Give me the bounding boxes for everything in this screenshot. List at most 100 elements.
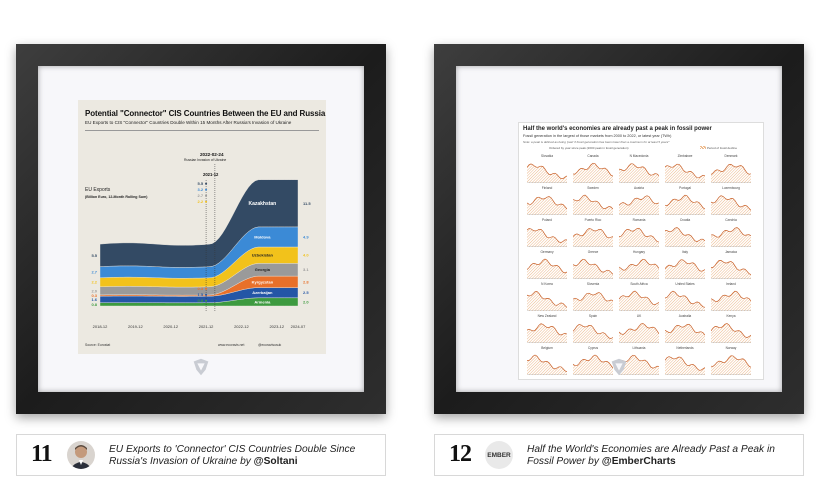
- mini-chart-country: South Africa: [630, 282, 648, 286]
- marker-dot: [205, 299, 208, 302]
- mini-chart-country: Norway: [725, 346, 737, 350]
- caption-card-12[interactable]: 12 EMBER Half the World's Economies are …: [434, 434, 804, 476]
- marker-dot: [205, 200, 208, 203]
- right-value-label: 4.9: [303, 234, 309, 239]
- mini-area-chart: [665, 356, 705, 375]
- mini-area-chart: [711, 164, 751, 183]
- annotation-date-2021: 2021-12: [203, 172, 219, 177]
- mini-chart: Kenya: [711, 314, 751, 345]
- mini-chart-country: Spain: [588, 314, 598, 318]
- marker-dot: [205, 182, 208, 185]
- x-tick-label: 2020-12: [163, 324, 178, 329]
- mini-area-chart: [619, 258, 659, 279]
- mini-chart: Ireland: [711, 282, 751, 313]
- mini-chart: Sweden: [573, 186, 613, 217]
- mini-area-chart: [665, 290, 705, 311]
- gallery-logo-icon: [193, 358, 209, 376]
- author-handle[interactable]: @EmberCharts: [601, 455, 676, 467]
- area-kazakhstan: [99, 179, 299, 268]
- mini-chart-country: United States: [675, 282, 695, 286]
- mini-area-chart: [527, 291, 567, 311]
- mini-chart-country: Sweden: [587, 186, 599, 190]
- y-axis-label: EU Exports: [85, 187, 111, 193]
- caption-card-11[interactable]: 11 EU Exports to 'Connector' CIS Countri…: [16, 434, 386, 476]
- mini-chart: Croatia: [665, 218, 705, 249]
- annotation-text: Russian Invasion of Ukraine: [184, 158, 227, 162]
- mini-chart: Italy: [665, 250, 705, 281]
- mini-area-chart: [573, 292, 613, 311]
- avatar[interactable]: EMBER: [485, 441, 513, 469]
- right-value-label: 11.5: [303, 201, 311, 206]
- title-divider: [85, 130, 319, 131]
- mini-area-chart: [527, 354, 567, 375]
- mini-area-chart: [527, 228, 567, 247]
- mini-area-chart: [573, 354, 613, 375]
- art-subtitle: Fossil generation in the largest of thos…: [523, 134, 672, 138]
- marker-label: 0.3: [198, 286, 204, 291]
- entry-number: 12: [449, 441, 472, 467]
- mini-chart-country: N Macedonia: [629, 154, 649, 158]
- right-value-label: 2.0: [303, 299, 309, 304]
- mini-chart: Luxembourg: [711, 186, 751, 217]
- mini-chart-country: Germany: [540, 250, 554, 254]
- mini-area-chart: [573, 258, 613, 279]
- twitter-label: @ecoravisusuk: [258, 343, 282, 347]
- left-value-label: 0.3: [91, 293, 97, 298]
- mini-chart-country: Slovenia: [586, 282, 600, 286]
- mini-chart-country: Australia: [678, 314, 692, 318]
- caption-by: by: [588, 455, 599, 467]
- marker-label: 5.5: [198, 181, 204, 186]
- author-handle[interactable]: @Soltani: [253, 455, 298, 467]
- art-title: Half the world's economies are already p…: [523, 126, 712, 132]
- series-label-kyrgyzstan: Kyrgyzstan: [252, 279, 274, 284]
- x-tick-label: 2019-12: [128, 324, 143, 329]
- left-value-label: 1.6: [91, 297, 97, 302]
- caption-text: EU Exports to 'Connector' CIS Countries …: [109, 444, 381, 467]
- mini-chart: N Korea: [527, 282, 567, 313]
- chart-artwork-11[interactable]: Potential "Connector" CIS Countries Betw…: [78, 100, 326, 354]
- mini-chart: Norway: [711, 346, 751, 377]
- legend-left: Ordered by year since peak (2000 peak in…: [549, 146, 629, 150]
- marker-label: 2.2: [198, 199, 204, 204]
- chart-artwork-12[interactable]: Half the world's economies are already p…: [518, 122, 764, 380]
- mini-chart: Canada: [573, 154, 613, 185]
- mini-chart: Germany: [527, 250, 567, 281]
- mini-chart: Spain: [573, 314, 613, 345]
- entry-number: 11: [31, 441, 53, 467]
- mini-chart: Portugal: [665, 186, 705, 217]
- gallery-logo-icon: [611, 358, 627, 376]
- series-label-uzbekistan: Uzbekistan: [252, 253, 274, 258]
- mini-chart: Belgium: [527, 346, 567, 377]
- marker-dot: [205, 188, 208, 191]
- mini-area-chart: [711, 323, 751, 343]
- mini-chart: Denmark: [711, 154, 751, 185]
- mini-chart-country: Hungary: [632, 250, 646, 254]
- avatar[interactable]: [67, 441, 95, 469]
- source-label: Source: Eurostat: [85, 343, 111, 347]
- series-label-moldova: Moldova: [254, 234, 271, 239]
- mini-chart: United States: [665, 282, 705, 313]
- mini-area-chart: [527, 258, 567, 279]
- mini-chart: Zimbabwe: [665, 154, 705, 185]
- artwork-frame-11[interactable]: Potential "Connector" CIS Countries Betw…: [16, 44, 386, 414]
- annotation-date: 2022-02-24: [200, 152, 224, 157]
- art-title: Potential "Connector" CIS Countries Betw…: [85, 109, 326, 118]
- caption-title: EU Exports to 'Connector' CIS Countries …: [109, 444, 356, 467]
- mini-chart: Greece: [573, 250, 613, 281]
- mini-chart: Puerto Rico: [573, 218, 613, 249]
- mini-chart: Slovenia: [573, 282, 613, 313]
- mini-chart-country: N Korea: [541, 282, 553, 286]
- mini-chart-country: Czechia: [725, 218, 737, 222]
- frame-mat: Half the world's economies are already p…: [456, 66, 782, 392]
- right-value-label: 4.0: [303, 253, 309, 258]
- mini-chart: UK: [619, 314, 659, 345]
- mini-area-chart: [527, 163, 567, 183]
- marker-label: 1.5: [198, 292, 204, 297]
- mini-area-chart: [573, 162, 613, 183]
- artwork-frame-12[interactable]: Half the world's economies are already p…: [434, 44, 804, 414]
- x-tick-label: 2023-12: [269, 324, 284, 329]
- mini-chart: Poland: [527, 218, 567, 249]
- mini-chart-country: New Zealand: [537, 314, 557, 318]
- mini-chart-country: Jamaica: [725, 250, 737, 254]
- mini-area-chart: [665, 194, 705, 215]
